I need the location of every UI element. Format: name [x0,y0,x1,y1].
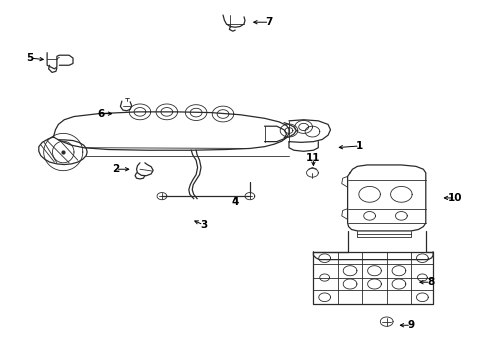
Text: 3: 3 [200,220,207,230]
Text: 10: 10 [448,193,463,203]
Text: 9: 9 [408,320,415,330]
Text: 1: 1 [356,141,364,151]
Text: 5: 5 [26,53,34,63]
Text: 6: 6 [97,109,104,119]
Text: 7: 7 [266,17,273,27]
Text: 11: 11 [306,153,320,163]
Text: 4: 4 [232,197,239,207]
Text: 2: 2 [112,164,119,174]
Text: 8: 8 [427,277,434,287]
